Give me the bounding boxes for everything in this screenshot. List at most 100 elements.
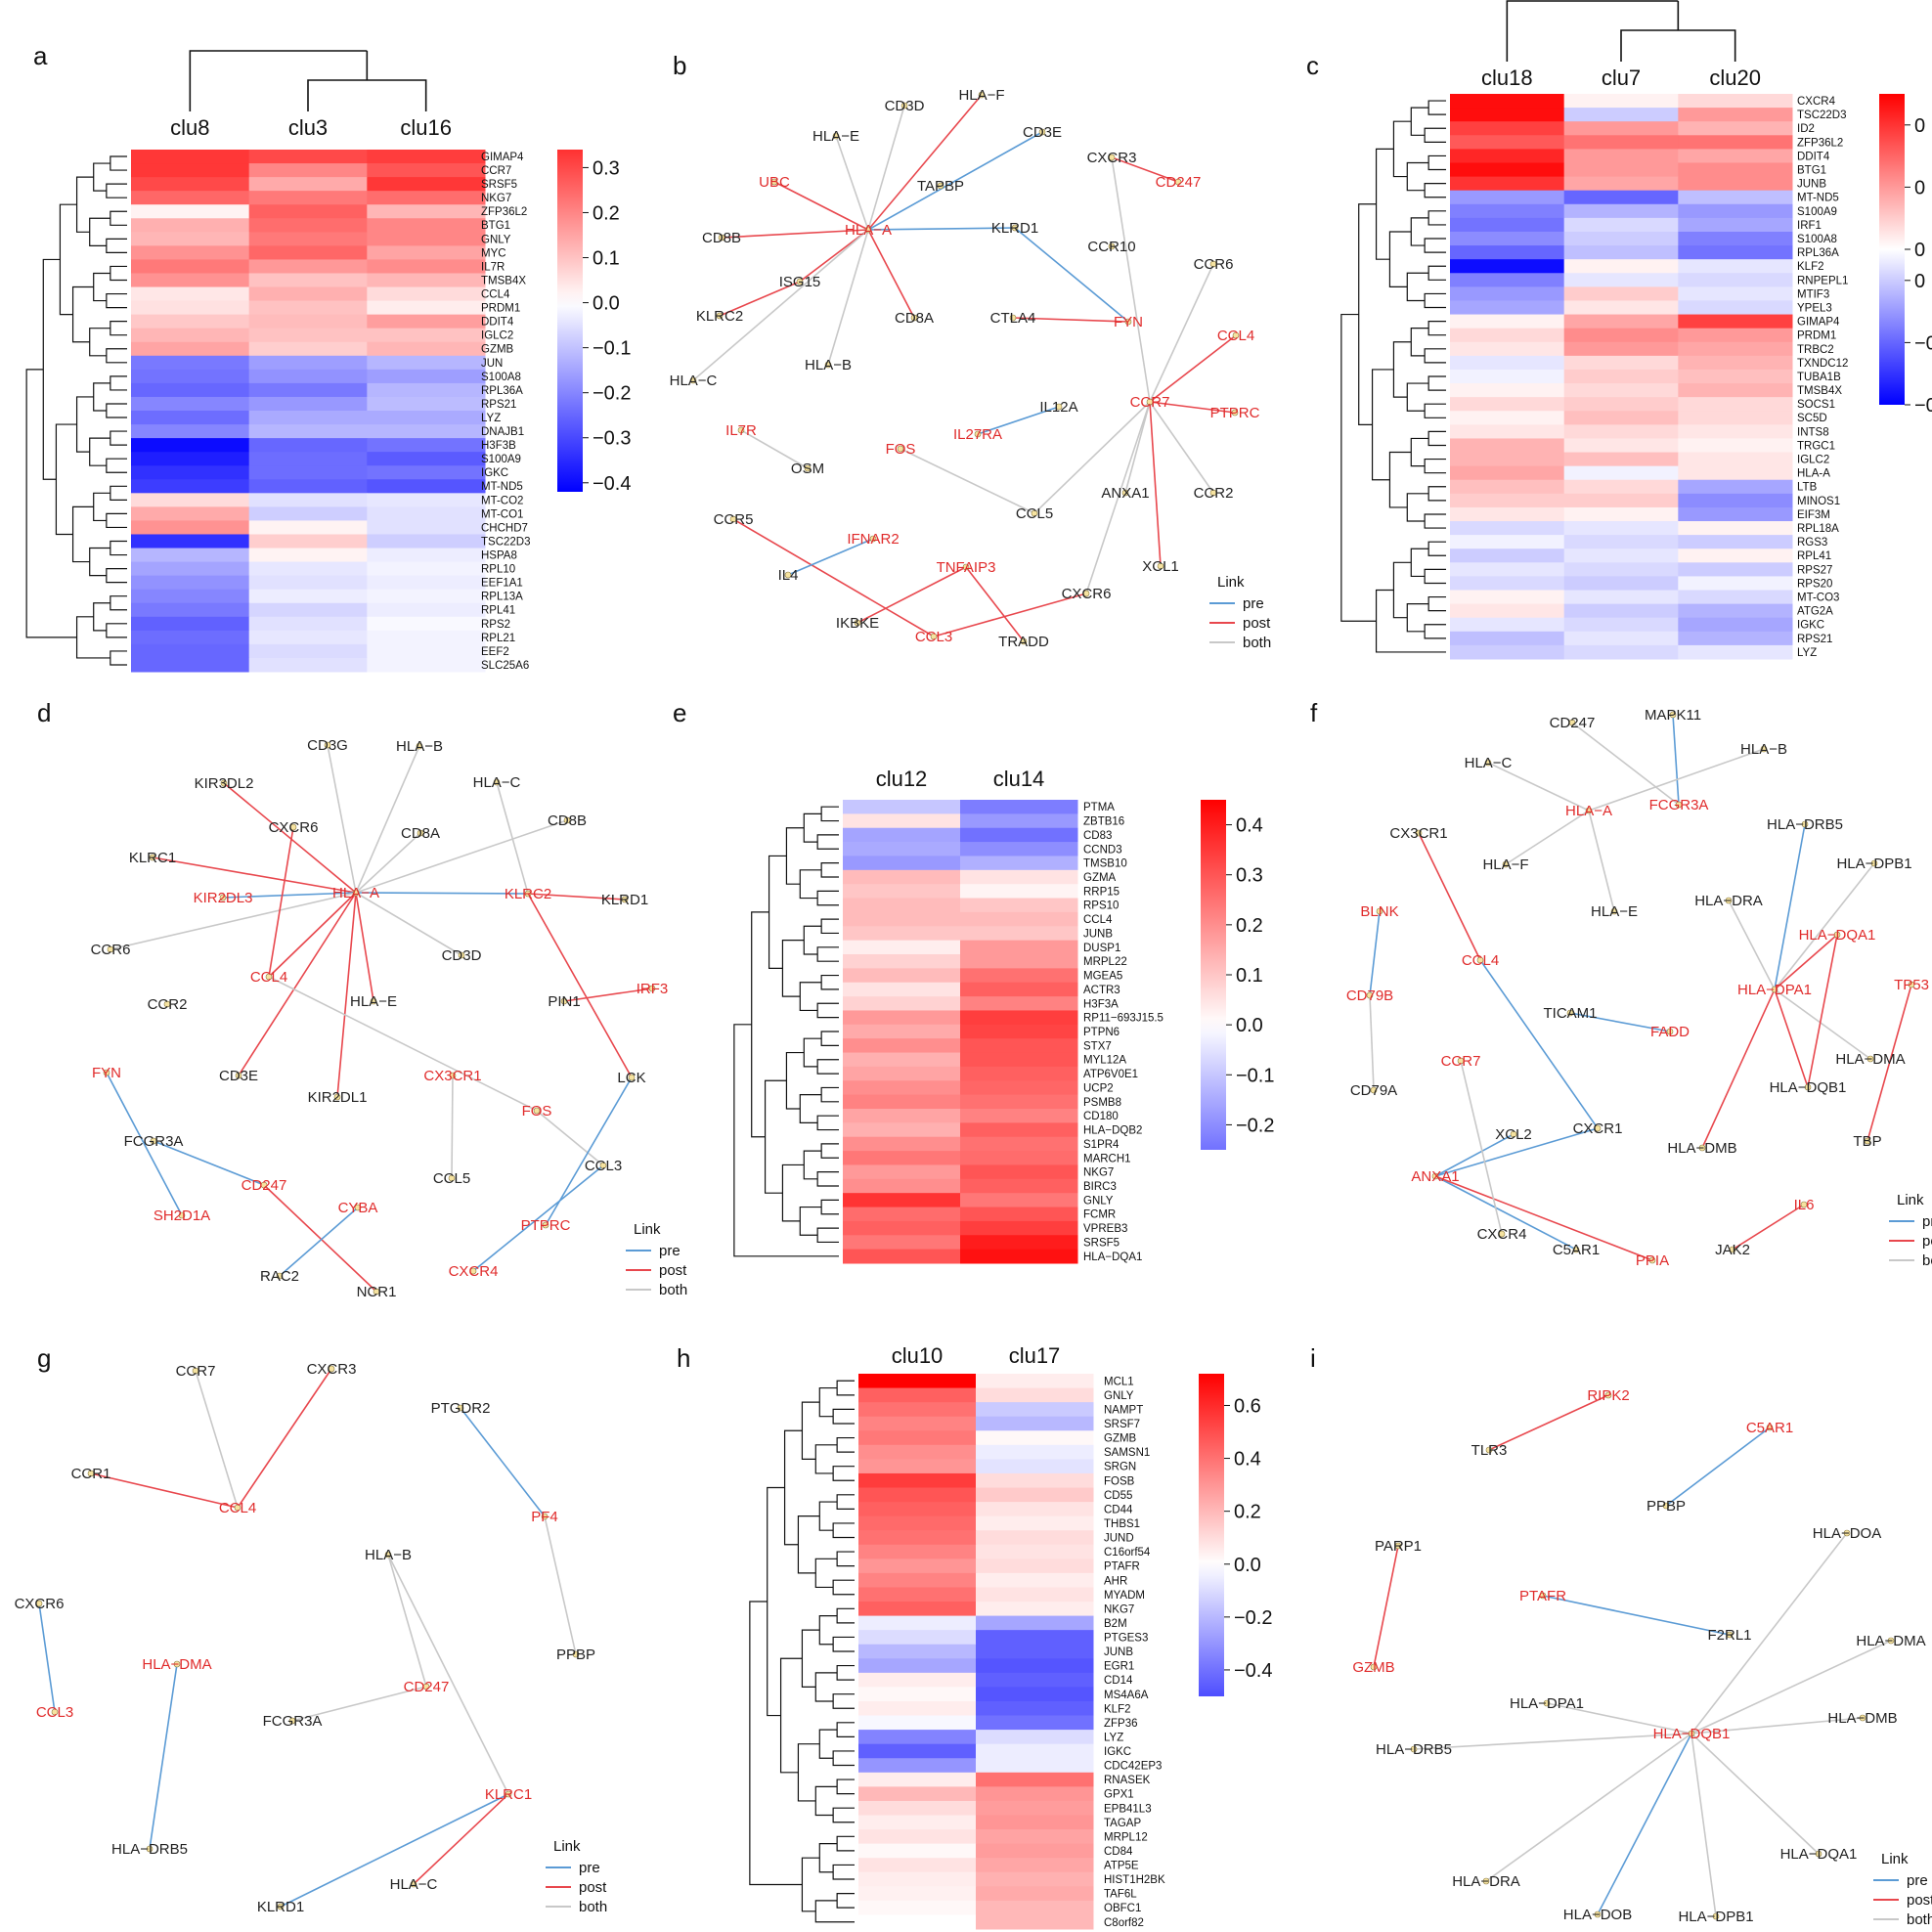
heatmap-cell [843,1207,961,1222]
colorbar-tick-label: −0.4 [593,473,631,495]
heatmap-cell [1678,424,1793,439]
network-node-dot [149,854,156,861]
network-node-dot [1038,128,1046,136]
heatmap-cell [1678,286,1793,301]
network-node-label: PTGDR2 [431,1400,491,1417]
network-node-dot [1457,1057,1465,1065]
heatmap-cell [1563,590,1679,605]
network-node-dot [869,535,877,543]
heatmap-row-label: JUNB [1083,928,1113,940]
network-node-dot [219,894,227,901]
heatmap-cell [131,561,250,577]
network-node-dot [1610,907,1618,915]
heatmap-row-label: S100A8 [1797,234,1837,245]
heatmap-cell [1678,135,1793,150]
legend-label: both [1907,1911,1932,1928]
heatmap-cell [976,1687,1094,1702]
network-node-dot [897,445,904,453]
network-node-label: C5AR1 [1553,1242,1600,1258]
network-node-label: ISG15 [779,274,821,290]
network-node-dot [1482,1877,1490,1885]
network-node-dot [1476,956,1484,964]
network-node-label: HLA−DRB5 [1376,1741,1452,1758]
network-node-dot [416,742,423,750]
heatmap-row-label: PRDM1 [481,303,520,315]
network-edge [1033,401,1151,514]
network-node-dot [737,426,745,434]
heatmap-cell [858,1515,977,1531]
heatmap-row-label: EEF1A1 [481,578,523,590]
legend-label: both [659,1282,687,1298]
network-edge [149,1663,178,1850]
network-edge [195,1370,239,1509]
heatmap-row-label: NKG7 [1104,1603,1134,1615]
network-node-label: KIR2DL3 [194,890,253,906]
colorbar-tick-label: −0 [1914,332,1932,354]
heatmap-row-label: RPL13A [481,592,523,603]
colorbar-tick-label: 0.0 [1236,1015,1263,1036]
network-node-dot [328,1365,335,1373]
network-node-label: HLA−DQA1 [1780,1846,1858,1863]
heatmap-cell [248,177,368,192]
heatmap-cell [1450,259,1565,274]
network-edge [1690,1717,1864,1734]
heatmap-panel-e: PTMA ZBTB16 CD83 CCND3 TMSB10 GZMA RRP15 RPS10 C… [733,767,1274,1264]
heatmap-cell [960,1080,1078,1096]
network-edge [1774,934,1838,990]
heatmap-cell [131,657,250,673]
heatmap-cell [367,369,486,384]
network-edge [1373,1545,1399,1668]
colorbar-tick-label: −0.2 [593,383,631,405]
heatmap-cell [367,657,486,673]
heatmap-cell [248,493,368,507]
heatmap-row-label: RRP15 [1083,886,1120,898]
network-edge [719,281,801,317]
network-node-dot [277,1903,285,1910]
heatmap-cell [248,163,368,178]
heatmap-cell [367,438,486,453]
heatmap-cell [1563,328,1679,343]
heatmap-cell [960,982,1078,997]
heatmap-row-label: GNLY [481,234,511,245]
network-node-label: HLA−DRB5 [1767,816,1843,833]
heatmap-cell [976,1800,1094,1816]
colorbar-tick-label: 0.0 [1234,1555,1261,1576]
heatmap-row-label: CD44 [1104,1504,1133,1515]
heatmap-cell [1678,369,1793,384]
heatmap-cell [367,232,486,246]
colorbar-tick-label: 0 [1914,115,1925,137]
heatmap-cell [858,1658,977,1674]
heatmap-cell [843,1151,961,1165]
network-node-label: RIPK2 [1587,1387,1629,1404]
heatmap-cell [976,1459,1094,1474]
network-edge [740,429,809,469]
network-node-dot [1666,1028,1674,1035]
heatmap-cell [248,150,368,164]
heatmap-cell [976,1544,1094,1559]
network-node-dot [1725,897,1733,904]
heatmap-cell [367,286,486,302]
network-node-label: FADD [1650,1024,1690,1040]
network-edge [1487,762,1590,812]
heatmap-cell [843,884,961,900]
heatmap-cell [1678,383,1793,398]
network-node-label: CCR10 [1087,239,1135,255]
edges [1373,1394,1892,1917]
heatmap-row-label: CD180 [1083,1111,1119,1122]
network-node-label: CD8B [548,812,587,829]
network-edge [1774,862,1875,990]
network-edge [1542,1595,1731,1636]
heatmap-row-label: SRSF5 [481,179,517,191]
heatmap-cell [1678,94,1793,109]
heatmap-row-label: CCND3 [1083,844,1122,856]
network-node-dot [276,1272,284,1280]
heatmap-row-label: KLF2 [1104,1703,1131,1715]
network-node-label: HLA−A [332,885,379,901]
heatmap-cell [1563,190,1679,205]
heatmap-row-label: IGKC [481,467,508,479]
network-node-label: HLA−B [805,357,852,373]
network-edge [355,892,529,895]
network-node-label: KLRC2 [505,886,551,902]
network-node-dot [1502,860,1510,868]
heatmap-cell [1678,328,1793,343]
